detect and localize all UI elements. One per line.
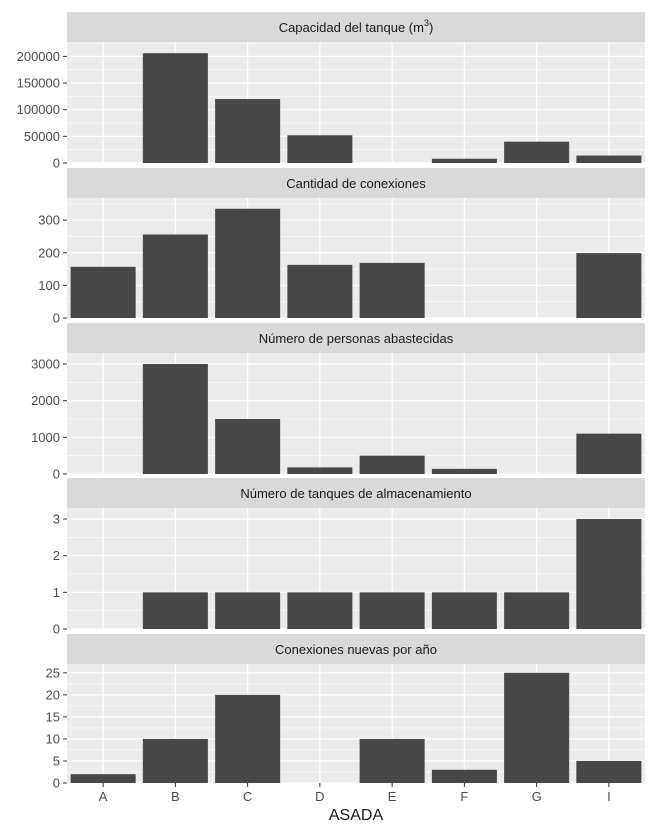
y-tick-label: 3000 (31, 357, 60, 372)
facet-strip (67, 168, 645, 198)
bar-f (431, 769, 497, 783)
bar-c (215, 419, 281, 474)
y-tick-label: 0 (53, 156, 60, 171)
bar-d (287, 467, 353, 474)
facet-strip (67, 634, 645, 664)
bar-g (504, 141, 570, 163)
bar-f (431, 468, 497, 474)
bar-g (504, 592, 570, 629)
bar-a (70, 266, 136, 318)
y-tick-label: 0 (53, 622, 60, 637)
bar-e (359, 262, 425, 318)
y-tick-label: 150000 (17, 76, 60, 91)
y-tick-label: 15 (46, 709, 60, 724)
y-tick-label: 25 (46, 665, 60, 680)
bar-i (576, 433, 642, 474)
bar-a (70, 774, 136, 783)
x-tick-label: B (171, 789, 180, 804)
facet-strip (67, 323, 645, 353)
x-tick-label: G (532, 789, 542, 804)
bar-i (576, 253, 642, 318)
bar-b (142, 738, 208, 783)
bar-d (287, 264, 353, 318)
bar-b (142, 592, 208, 629)
bar-f (431, 158, 497, 163)
facet-strip (67, 12, 645, 42)
bar-g (504, 672, 570, 783)
y-tick-label: 0 (53, 311, 60, 326)
bar-e (359, 592, 425, 629)
y-tick-label: 100 (38, 278, 60, 293)
x-tick-label: F (460, 789, 468, 804)
bar-e (359, 738, 425, 783)
bar-d (287, 135, 353, 163)
x-tick-label: E (388, 789, 397, 804)
y-tick-label: 1 (53, 585, 60, 600)
x-axis-title: ASADA (329, 807, 384, 824)
y-tick-label: 10 (46, 731, 60, 746)
y-tick-label: 20 (46, 687, 60, 702)
y-tick-label: 5 (53, 753, 60, 768)
x-tick-label: D (315, 789, 324, 804)
bar-b (142, 234, 208, 318)
y-tick-label: 1000 (31, 430, 60, 445)
facet-title: Número de personas abastecidas (259, 331, 454, 346)
bar-i (576, 155, 642, 163)
bar-i (576, 519, 642, 629)
bar-c (215, 694, 281, 783)
y-tick-label: 50000 (24, 129, 60, 144)
x-tick-label: C (243, 789, 252, 804)
bar-b (142, 53, 208, 163)
bar-c (215, 208, 281, 318)
facet-title: Capacidad del tanque (m3) (279, 18, 434, 35)
y-tick-label: 2000 (31, 393, 60, 408)
y-tick-label: 300 (38, 213, 60, 228)
y-tick-label: 0 (53, 467, 60, 482)
x-tick-label: I (607, 789, 611, 804)
y-tick-label: 100000 (17, 102, 60, 117)
bar-c (215, 592, 281, 629)
x-tick-label: A (99, 789, 108, 804)
y-tick-label: 2 (53, 548, 60, 563)
bar-c (215, 99, 281, 163)
bar-d (287, 592, 353, 629)
y-tick-label: 200000 (17, 49, 60, 64)
facet-title: Conexiones nuevas por año (275, 642, 437, 657)
facet-title: Número de tanques de almacenamiento (240, 486, 471, 501)
bar-i (576, 760, 642, 783)
y-tick-label: 3 (53, 512, 60, 527)
bar-e (359, 455, 425, 474)
y-tick-label: 200 (38, 245, 60, 260)
y-tick-label: 0 (53, 776, 60, 791)
bar-f (431, 592, 497, 629)
facet-strip (67, 478, 645, 508)
facet-title: Cantidad de conexiones (286, 176, 426, 191)
bar-b (142, 364, 208, 474)
